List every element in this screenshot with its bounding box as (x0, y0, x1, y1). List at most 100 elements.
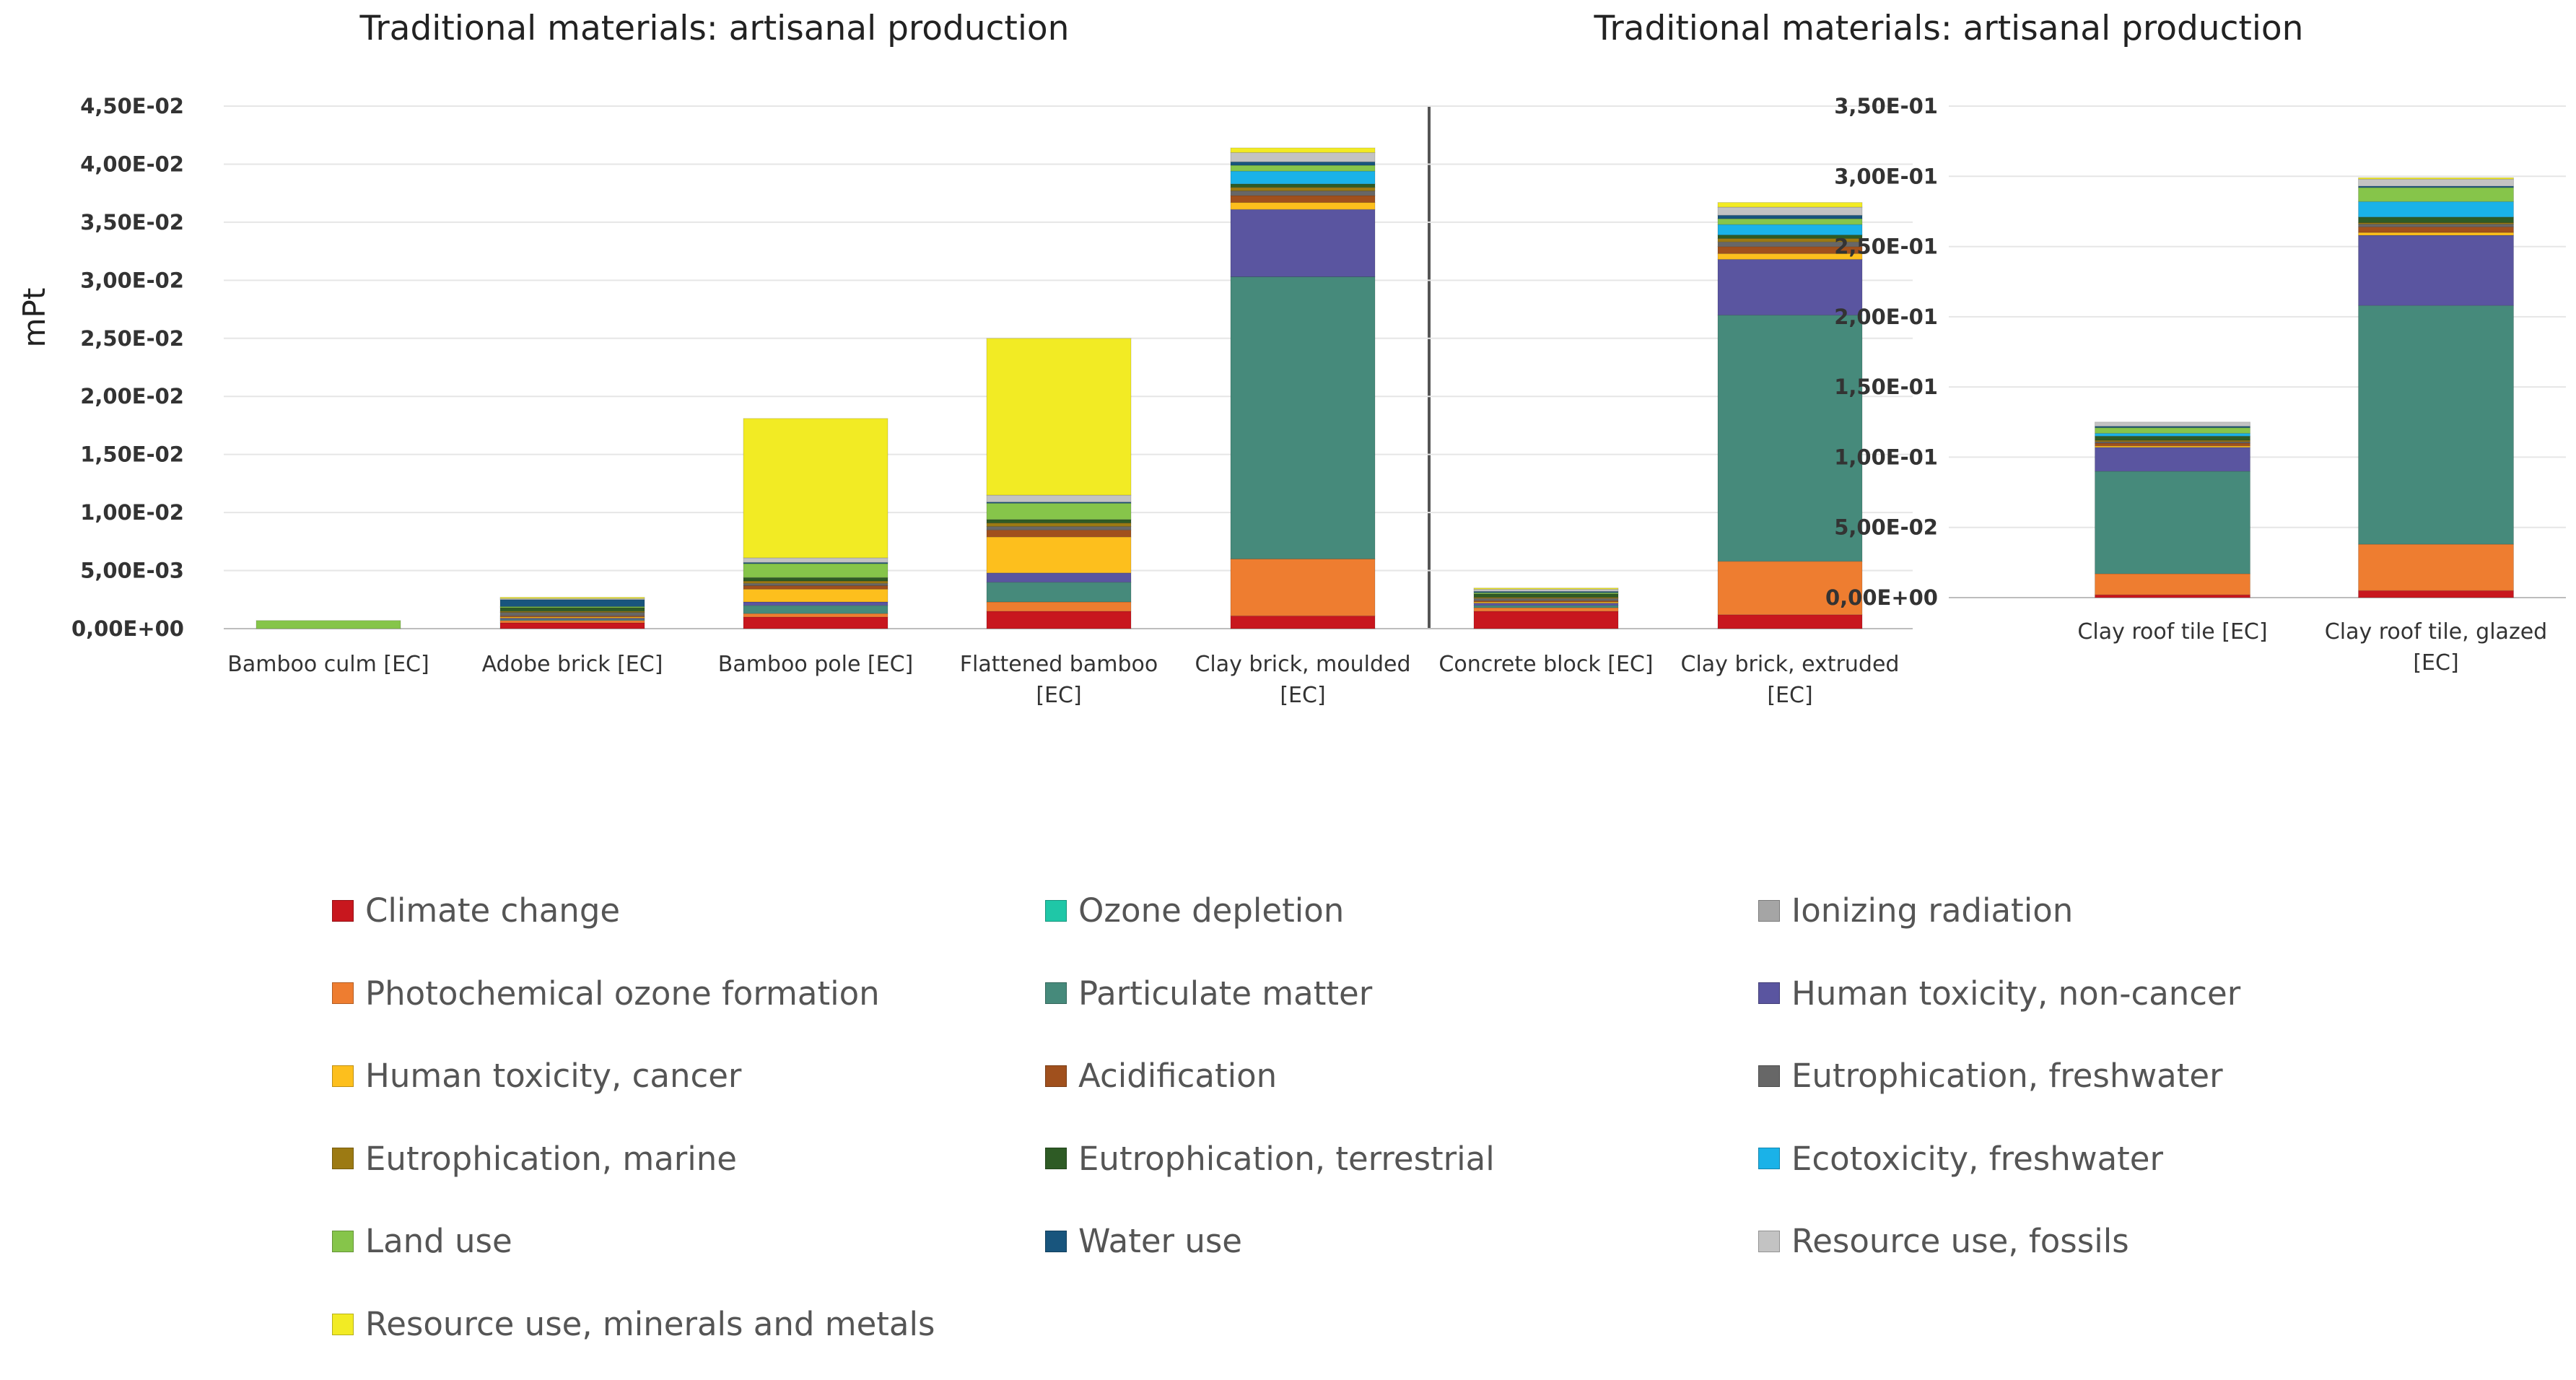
legend-swatch (332, 982, 354, 1005)
bar-segment (2358, 235, 2514, 306)
bar-segment (499, 599, 645, 607)
bar-segment (1473, 593, 1619, 598)
bar-segment (2358, 201, 2514, 218)
legend-item: Ionizing radiation (1758, 891, 2073, 930)
bar-segment (1230, 152, 1376, 162)
legend-swatch (332, 1065, 354, 1087)
bar-segment (986, 601, 1132, 612)
left-chart-title: Traditional materials: artisanal product… (359, 9, 1070, 48)
legend-label: Ozone depletion (1078, 891, 1345, 930)
legend-swatch (1758, 1230, 1780, 1252)
legend-label: Resource use, minerals and metals (365, 1305, 935, 1343)
y-axis-label: mPt (17, 288, 52, 348)
bar-segment (1230, 161, 1376, 166)
x-tick-label: [EC] (1280, 683, 1325, 708)
x-tick-label: Bamboo culm [EC] (227, 652, 429, 677)
bar-segment (743, 563, 888, 578)
legend-label: Eutrophication, freshwater (1791, 1057, 2223, 1096)
legend-swatch (1045, 982, 1067, 1005)
bar-segment (499, 597, 645, 599)
y-tick-label: 2,00E-01 (1834, 305, 1938, 329)
legend-item: Acidification (1045, 1057, 1277, 1095)
bar-segment (1717, 561, 1863, 616)
legend-item: Eutrophication, terrestrial (1045, 1140, 1495, 1178)
legend-label: Climate change (365, 891, 621, 930)
legend-item: Photochemical ozone formation (332, 974, 880, 1013)
bar-segment (2358, 187, 2514, 202)
bar-segment (986, 525, 1132, 530)
y-tick-label: 1,00E-02 (80, 500, 184, 525)
x-tick-label: [EC] (1036, 683, 1081, 708)
x-tick-label: Clay roof tile [EC] (2077, 619, 2267, 645)
y-tick-label: 1,50E-01 (1834, 375, 1938, 399)
legend-swatch (1045, 1065, 1067, 1087)
bar-segment (1717, 246, 1863, 254)
bar-segment (1717, 214, 1863, 219)
left-x-tick-labels: Bamboo culm [EC] Adobe brick [EC] Bamboo p… (227, 652, 1899, 708)
bar-segment (499, 611, 645, 616)
bar-segment (986, 502, 1132, 520)
bar-segment (1230, 147, 1376, 153)
legend-item: Ozone depletion (1045, 891, 1344, 930)
bar-segment (986, 519, 1132, 524)
bar-segment (1473, 588, 1619, 590)
bar-segment (2095, 422, 2250, 427)
bar-segment (743, 601, 888, 606)
bar-segment (1230, 170, 1376, 185)
bar-segment (2358, 217, 2514, 223)
legend-swatch (1758, 1065, 1780, 1087)
bar-segment (986, 536, 1132, 574)
right-chart-title: Traditional materials: artisanal product… (1594, 9, 2304, 48)
bar-segment (2358, 223, 2514, 227)
legend-swatch (332, 1313, 354, 1335)
legend-item: Ecotoxicity, freshwater (1758, 1140, 2163, 1178)
bar-segment (2095, 442, 2250, 447)
left-y-tick-labels: 0,00E+00 5,00E-03 1,00E-02 1,50E-02 2,00E-02… (71, 94, 184, 641)
bar-segment (2358, 177, 2514, 180)
legend-swatch (332, 1230, 354, 1252)
bar-segment (986, 529, 1132, 538)
bar-segment (1717, 315, 1863, 562)
y-tick-label: 3,00E-02 (80, 268, 184, 292)
legend-label: Land use (365, 1222, 512, 1261)
y-tick-label: 0,00E+00 (1825, 585, 1938, 610)
bar-segment (2095, 573, 2250, 595)
legend-item: Land use (332, 1222, 512, 1260)
y-tick-label: 3,50E-02 (80, 210, 184, 235)
y-tick-label: 3,00E-01 (1834, 164, 1938, 188)
y-tick-label: 1,50E-02 (80, 442, 184, 467)
bar-segment (256, 620, 401, 629)
legend-label: Human toxicity, non-cancer (1791, 974, 2241, 1013)
legend-swatch (1758, 982, 1780, 1005)
bar-segment (986, 494, 1132, 503)
bar-segment (2095, 427, 2250, 434)
legend-item: Resource use, minerals and metals (332, 1305, 935, 1343)
y-tick-label: 2,50E-01 (1834, 235, 1938, 259)
bar-segment (1473, 607, 1619, 612)
bar-segment (986, 338, 1132, 496)
right-bars (2095, 177, 2514, 598)
legend-item: Particulate matter (1045, 974, 1372, 1013)
y-tick-label: 4,50E-02 (80, 94, 184, 118)
legend-label: Ionizing radiation (1791, 891, 2074, 930)
legend-item: Water use (1045, 1222, 1242, 1260)
bar-segment (986, 611, 1132, 629)
x-tick-label: Adobe brick [EC] (482, 652, 663, 677)
y-tick-label: 5,00E-02 (1834, 515, 1938, 540)
bar-segment (986, 582, 1132, 603)
legend-label: Eutrophication, marine (365, 1139, 737, 1178)
x-tick-label: Flattened bamboo (960, 652, 1158, 677)
legend-item: Resource use, fossils (1758, 1222, 2129, 1260)
bar-segment (1717, 202, 1863, 208)
x-tick-label: Concrete block [EC] (1438, 652, 1653, 677)
legend: Climate change Ozone depletion Ionizing ra… (332, 891, 2497, 1353)
x-tick-label: Clay brick, extruded (1681, 652, 1900, 677)
legend-label: Resource use, fossils (1791, 1222, 2129, 1261)
bar-segment (743, 557, 888, 563)
bar-segment (1230, 165, 1376, 172)
legend-swatch (1045, 1148, 1067, 1170)
x-tick-label: Bamboo pole [EC] (718, 652, 914, 677)
bar-segment (1473, 611, 1619, 629)
legend-label: Eutrophication, terrestrial (1078, 1139, 1495, 1178)
y-tick-label: 1,00E-01 (1834, 445, 1938, 469)
